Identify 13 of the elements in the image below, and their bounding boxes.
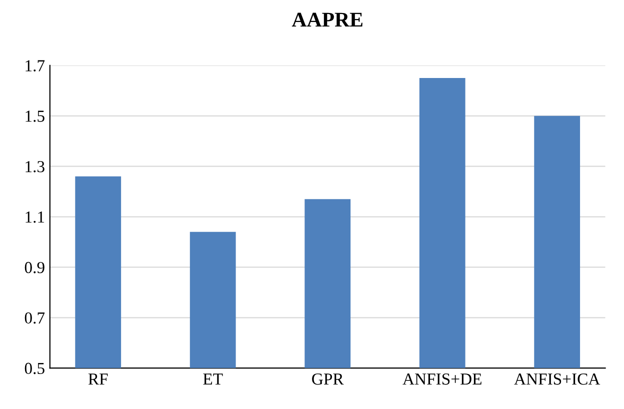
y-tick-label: 1.3 — [26, 161, 44, 172]
x-tick-label: ANFIS+ICA — [514, 373, 600, 385]
x-tick-label: ET — [203, 374, 223, 385]
x-tick-label: ANFIS+DE — [402, 373, 482, 385]
chart-title: AAPRE — [292, 12, 362, 27]
y-tick-label: 0.7 — [24, 312, 45, 324]
x-tick-label: RF — [88, 374, 108, 385]
y-tick-label: 1.5 — [26, 110, 44, 122]
y-tick-label: 1.7 — [26, 60, 45, 72]
y-tick-label: 0.5 — [24, 362, 44, 374]
y-tick-label: 1.1 — [26, 212, 44, 223]
x-tick-label: GPR — [312, 373, 344, 385]
y-tick-label: 0.9 — [24, 262, 44, 274]
